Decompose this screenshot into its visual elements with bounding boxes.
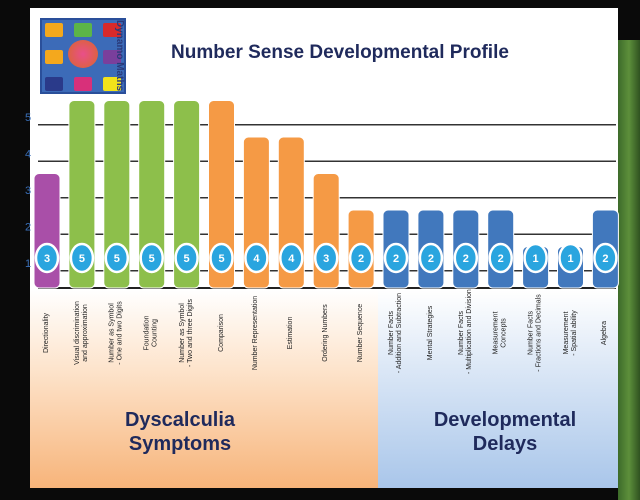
x-tick-label: Estimation — [287, 316, 295, 350]
value-badge — [174, 242, 199, 274]
background-edge — [618, 40, 640, 500]
developmental-region — [378, 290, 618, 488]
value-badge — [69, 242, 95, 274]
data-label: 2 — [463, 253, 469, 265]
y-tick-label: 4 — [25, 148, 31, 160]
y-tick-label: 5 — [25, 112, 31, 124]
value-badge — [279, 242, 304, 274]
value-badge — [139, 242, 164, 274]
x-tick-label: Number Facts - Addition and Subtraction — [388, 292, 404, 374]
data-label: 4 — [253, 253, 260, 265]
value-badge — [453, 242, 479, 274]
value-badge — [558, 242, 583, 274]
data-label: 5 — [149, 253, 155, 265]
data-label: 5 — [184, 253, 190, 265]
bar — [103, 100, 131, 289]
data-label: 5 — [218, 253, 224, 265]
x-tick-label: Directionality — [43, 312, 51, 354]
bar — [68, 100, 96, 289]
value-badge — [104, 242, 130, 274]
x-tick-label: Ordering Numbers — [322, 304, 330, 362]
x-tick-label: Visual discrimination and approximation — [73, 301, 89, 365]
x-tick-label: Number Facts - Fractions and Decimals — [527, 294, 543, 372]
data-label: 2 — [393, 253, 399, 265]
data-label: 2 — [358, 253, 364, 265]
dyscalculia-region — [30, 290, 378, 488]
dynamo-maths-logo — [40, 18, 126, 94]
x-tick-label: Number Sequence — [357, 303, 365, 363]
x-tick-label: Algebra — [601, 320, 609, 346]
bar — [208, 100, 235, 289]
x-tick-label: Measurement Concepts — [492, 311, 508, 355]
value-badge — [383, 242, 409, 274]
x-tick-label: Number as Symbol - One and two Digits — [108, 301, 124, 365]
bar — [138, 100, 166, 289]
data-label: 3 — [323, 253, 329, 265]
value-badge — [523, 242, 548, 274]
value-badge — [488, 242, 513, 274]
y-tick-label: 3 — [25, 185, 31, 197]
data-label: 1 — [567, 253, 573, 265]
data-label: 2 — [498, 253, 504, 265]
x-tick-label: Number as Symbol - Two and three Digits — [178, 299, 194, 367]
group-label-developmental: Developmental Delays — [433, 409, 577, 455]
x-tick-label: Foundation Counting — [143, 315, 159, 351]
x-tick-label: Mental Strategies — [426, 305, 434, 361]
y-tick-label: 2 — [25, 221, 31, 233]
value-badge — [244, 242, 269, 274]
value-badge — [348, 242, 374, 274]
value-badge — [313, 242, 339, 274]
data-label: 2 — [602, 253, 608, 265]
value-badge — [34, 242, 60, 274]
y-tick-label: 1 — [25, 258, 31, 270]
value-badge — [593, 242, 618, 274]
x-tick-label: Comparison — [217, 314, 225, 352]
data-label: 1 — [533, 253, 539, 265]
x-tick-label: Measurement - Spatial ability — [562, 310, 578, 356]
x-tick-label: Number Facts - Multiplication and Divisi… — [457, 289, 473, 374]
data-label: 3 — [44, 253, 50, 265]
data-label: 5 — [79, 253, 85, 265]
chart-title: Number Sense Developmental Profile — [171, 42, 509, 63]
brain-icon — [68, 40, 98, 68]
x-tick-label: Number Representation — [252, 295, 260, 371]
data-label: 2 — [428, 253, 434, 265]
value-badge — [209, 242, 234, 274]
data-label: 5 — [114, 253, 120, 265]
logo-text: Dynamo Maths — [114, 20, 125, 92]
group-label-dyscalculia: Dyscalculia Symptoms — [124, 409, 236, 455]
data-label: 4 — [288, 253, 295, 265]
bar — [173, 100, 201, 289]
value-badge — [418, 242, 444, 274]
